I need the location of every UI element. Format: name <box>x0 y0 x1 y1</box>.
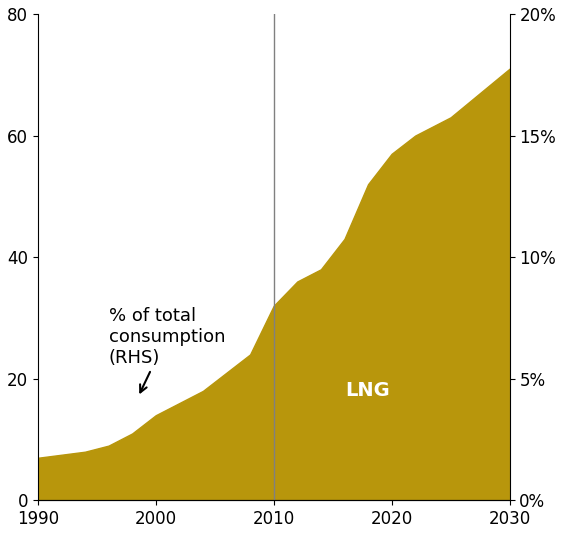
Text: LNG: LNG <box>346 381 390 400</box>
Text: % of total
consumption
(RHS): % of total consumption (RHS) <box>109 307 225 392</box>
